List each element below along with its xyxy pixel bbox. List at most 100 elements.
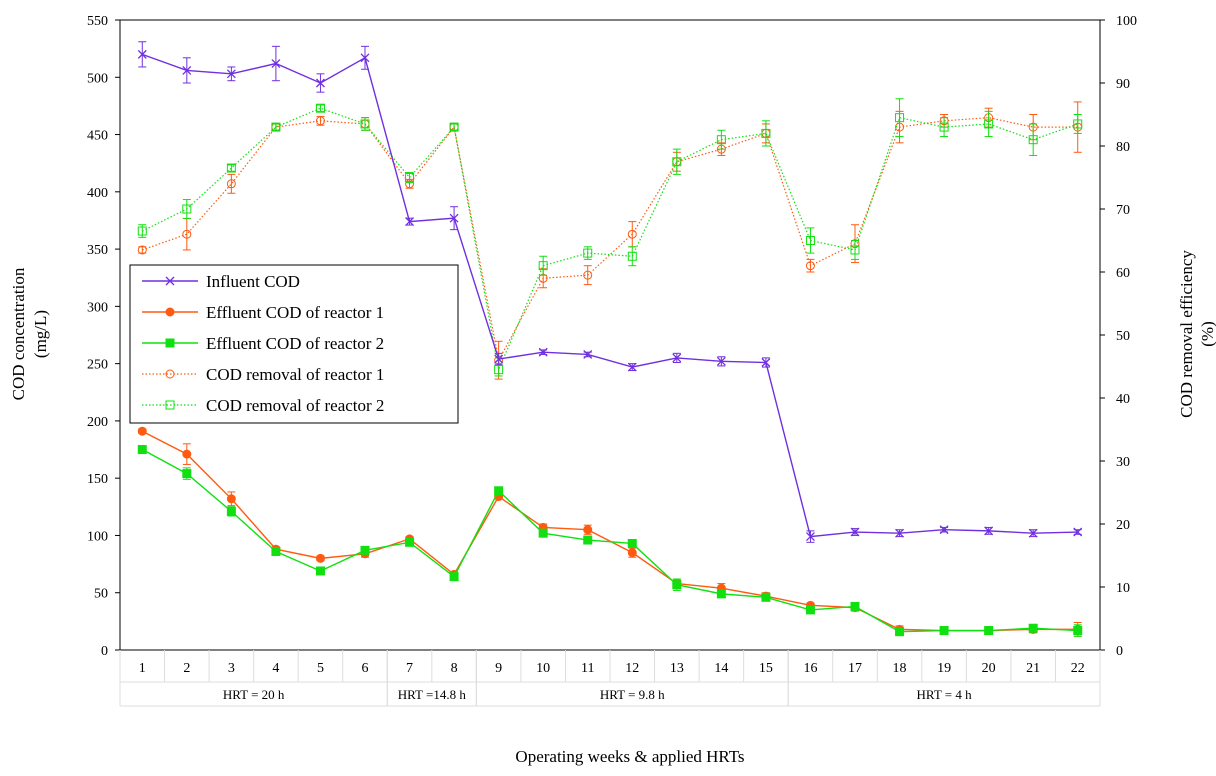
x-axis-tick-label: 12 (625, 661, 639, 676)
data-point (449, 122, 459, 132)
right-axis-tick-label: 50 (1116, 329, 1130, 344)
data-point (137, 49, 147, 59)
data-point-stroke (627, 362, 637, 372)
data-point (182, 204, 192, 214)
x-axis-tick-label: 11 (581, 661, 594, 676)
x-axis-tick-label: 6 (362, 661, 369, 676)
data-point (538, 347, 548, 357)
legend-box (129, 264, 459, 424)
data-point-stroke (1073, 527, 1083, 537)
left-axis-tick-label: 350 (87, 243, 108, 258)
data-point (805, 236, 815, 245)
right-axis-title-line-2: (%) (1198, 321, 1216, 346)
data-point (182, 229, 192, 239)
left-axis-tick-label: 200 (87, 415, 108, 430)
data-point (895, 528, 905, 538)
hrt-group-label: HRT = 4 h (917, 687, 973, 702)
hrt-group-label: HRT = 20 h (223, 687, 285, 702)
left-axis-tick-label: 100 (87, 529, 108, 544)
data-point (805, 605, 815, 615)
data-point (226, 179, 236, 189)
data-point-stroke (182, 65, 192, 75)
legend-item: COD removal of reactor 2 (142, 396, 384, 415)
data-point (627, 548, 637, 558)
x-axis-tick-label: 19 (937, 661, 951, 676)
data-point (895, 627, 905, 637)
data-point (583, 535, 593, 545)
right-axis-tick-label: 30 (1116, 455, 1130, 470)
data-point (1028, 528, 1038, 538)
data-point (672, 580, 682, 590)
data-point (1073, 527, 1083, 537)
series-5 (137, 98, 1083, 377)
left-axis-tick-label: 50 (94, 587, 108, 602)
legend-item: Influent COD (142, 272, 300, 291)
data-point (449, 213, 459, 223)
data-point (494, 365, 504, 375)
hrt-group-label: HRT = 9.8 h (600, 687, 665, 702)
x-axis-tick-label: 17 (848, 661, 862, 676)
x-axis-tick-label: 9 (495, 661, 502, 676)
right-axis-tick-label: 10 (1116, 581, 1130, 596)
data-point-stroke (895, 528, 905, 538)
data-point (672, 157, 682, 167)
data-point (315, 78, 325, 88)
data-point (182, 449, 192, 459)
legend-label: COD removal of reactor 1 (206, 365, 384, 384)
legend-item: Effluent COD of reactor 2 (142, 334, 384, 353)
data-point-stroke (538, 347, 548, 357)
legend: Influent COD Effluent COD of reactor 1 Eff… (129, 264, 459, 424)
left-axis-title-line-1: COD concentration (9, 267, 28, 400)
data-point (315, 103, 325, 113)
data-point-stroke (226, 69, 236, 79)
data-point (360, 53, 370, 63)
data-point (405, 173, 415, 182)
x-axis-tick-label: 10 (536, 661, 550, 676)
data-point (271, 122, 281, 132)
series-line (142, 53, 1078, 538)
data-point (494, 486, 504, 496)
right-axis-tick-label: 40 (1116, 392, 1130, 407)
data-point (405, 217, 415, 227)
data-point (850, 601, 860, 611)
data-point (360, 545, 370, 555)
data-point (538, 528, 548, 538)
data-point (1073, 119, 1083, 129)
data-point (449, 572, 459, 582)
data-point (271, 59, 281, 68)
data-point (137, 245, 147, 255)
data-point (315, 116, 325, 126)
data-point (226, 69, 236, 79)
series-1 (137, 41, 1083, 543)
left-axis-tick-label: 0 (101, 644, 108, 659)
left-axis-tick-label: 550 (87, 14, 108, 29)
data-point (226, 506, 236, 516)
data-point-stroke (939, 525, 949, 535)
data-point (360, 119, 370, 129)
data-point (805, 261, 815, 271)
left-axis-tick-label: 300 (87, 300, 108, 315)
left-axis-tick-label: 400 (87, 186, 108, 201)
data-point-stroke (761, 358, 771, 367)
data-point (984, 119, 994, 129)
series-layer (137, 41, 1083, 637)
legend-swatch-marker (165, 400, 175, 410)
data-point (716, 356, 726, 366)
data-point (984, 626, 994, 636)
x-axis-tick-label: 21 (1026, 661, 1040, 676)
data-point-stroke (850, 527, 860, 537)
data-point (627, 362, 637, 372)
x-axis-tick-label: 20 (982, 661, 996, 676)
legend-label: COD removal of reactor 2 (206, 396, 384, 415)
data-point (583, 248, 593, 258)
right-axis-tick-label: 90 (1116, 77, 1130, 92)
legend-item: Effluent COD of reactor 1 (142, 303, 384, 322)
data-point (226, 494, 236, 504)
data-point (805, 532, 815, 542)
hrt-group-label: HRT =14.8 h (398, 687, 467, 702)
left-axis-tick-label: 250 (87, 358, 108, 373)
series-line (141, 448, 1078, 633)
left-y-axis: 0 50 100 150 200 250 300 350 400 450 500 550 (87, 14, 120, 659)
data-point (538, 261, 548, 271)
